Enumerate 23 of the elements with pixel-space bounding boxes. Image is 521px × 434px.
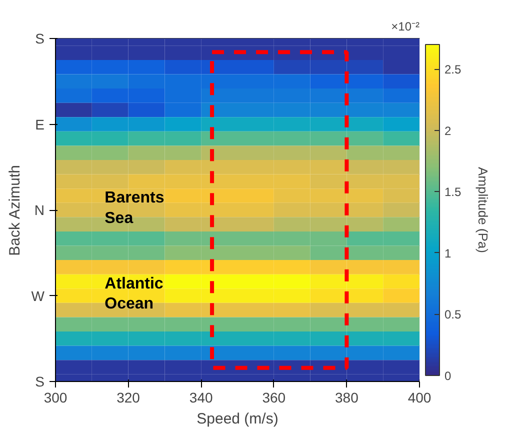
y-tick-label: W — [31, 288, 46, 304]
color-bar-label: 0.5 — [444, 308, 462, 322]
x-tick-label: 320 — [116, 390, 140, 406]
x-tick-label: 300 — [44, 390, 68, 406]
y-tick-label: S — [35, 374, 45, 390]
x-tick-label: 400 — [408, 390, 432, 406]
y-axis-title: Back Azimuth — [6, 164, 24, 256]
x-axis-title: Speed (m/s) — [196, 410, 278, 428]
text: ×10⁻² — [391, 20, 420, 34]
y-tick-label: N — [34, 202, 45, 218]
y-tick-label: E — [35, 116, 45, 132]
annotation: Atlantic Ocean — [104, 275, 164, 313]
annotation: Barents Sea — [104, 190, 164, 227]
color-bar-label: 2.5 — [444, 62, 462, 77]
color-bar-label: 1.5 — [444, 185, 462, 200]
x-tick-label: 380 — [335, 390, 359, 406]
color-bar-label: 2 — [444, 124, 452, 138]
x-tick-label: 360 — [262, 390, 286, 406]
color-bar-label: 1 — [444, 246, 452, 260]
x-tick-label: 340 — [189, 390, 213, 406]
color-bar-title: Amplitude (Pa) — [476, 167, 490, 253]
color-bar-label: 0 — [444, 369, 452, 383]
y-tick-label: S — [35, 30, 45, 46]
